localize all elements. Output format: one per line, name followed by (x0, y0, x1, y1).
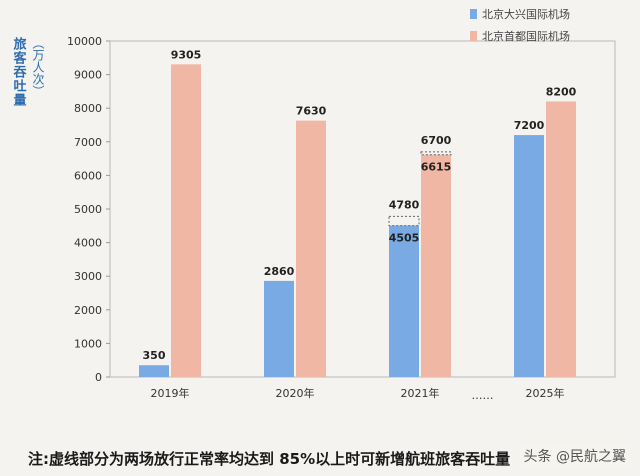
y-tick-label-6000: 6000 (74, 169, 102, 182)
y-tick-label-0: 0 (95, 371, 102, 384)
bar-chart: 0 1000 2000 3000 4000 5000 6000 7000 8000 9000 100… (11, 7, 616, 402)
legend-swatch-daxing (470, 9, 477, 19)
data-label-capital-1: 7630 (296, 105, 327, 118)
data-label-daxing-1: 2860 (264, 265, 295, 278)
x-tick-label-3: 2025年 (526, 386, 565, 400)
bar-daxing-1 (264, 280, 294, 377)
y-tick-label-10000: 10000 (67, 35, 102, 48)
y-axis-unit: （万人次） (31, 37, 45, 97)
y-tick-label-2000: 2000 (74, 304, 102, 317)
footnote: 注:虚线部分为两场放行正常率均达到 85%以上时可新增航班旅客吞吐量 (28, 450, 511, 468)
y-axis-label: 旅客吞吐量 (11, 36, 27, 107)
data-label-daxing-2: 4505 (389, 232, 420, 245)
data-label-ext-daxing-2: 4780 (389, 198, 420, 211)
watermark: 头条 @民航之翼 (519, 444, 630, 468)
bar-capital-0 (171, 64, 201, 378)
data-label-daxing-0: 350 (143, 349, 166, 362)
y-tick-label-3000: 3000 (74, 270, 102, 283)
legend-swatch-capital (470, 31, 477, 41)
data-label-daxing-3: 7200 (514, 119, 545, 132)
y-tick-label-4000: 4000 (74, 237, 102, 250)
dashed-extension-daxing (388, 215, 420, 227)
x-tick-label-0: 2019年 (151, 386, 190, 400)
bar-capital-3 (546, 101, 576, 377)
bar-capital-2 (421, 154, 451, 377)
dashed-extension-capital (420, 151, 452, 156)
bar-daxing-2 (389, 225, 419, 377)
data-label-capital-0: 9305 (171, 48, 202, 61)
legend-label-capital: 北京首都国际机场 (482, 29, 570, 43)
x-ellipsis: …… (472, 389, 494, 402)
y-tick-label-7000: 7000 (74, 136, 102, 149)
data-label-capital-2: 6615 (421, 161, 452, 174)
x-tick-label-2: 2021年 (401, 386, 440, 400)
bar-daxing-3 (514, 135, 544, 377)
y-tick-label-5000: 5000 (74, 203, 102, 216)
legend-label-daxing: 北京大兴国际机场 (482, 7, 570, 21)
y-tick-label-9000: 9000 (74, 69, 102, 82)
x-tick-label-1: 2020年 (276, 386, 315, 400)
bar-daxing-0 (139, 365, 169, 377)
watermark-text: 头条 @民航之翼 (523, 449, 626, 465)
y-tick-label-8000: 8000 (74, 102, 102, 115)
bar-capital-1 (296, 120, 326, 377)
data-label-capital-3: 8200 (546, 85, 577, 98)
y-tick-label-1000: 1000 (74, 337, 102, 350)
data-label-ext-capital-2: 6700 (421, 134, 452, 147)
